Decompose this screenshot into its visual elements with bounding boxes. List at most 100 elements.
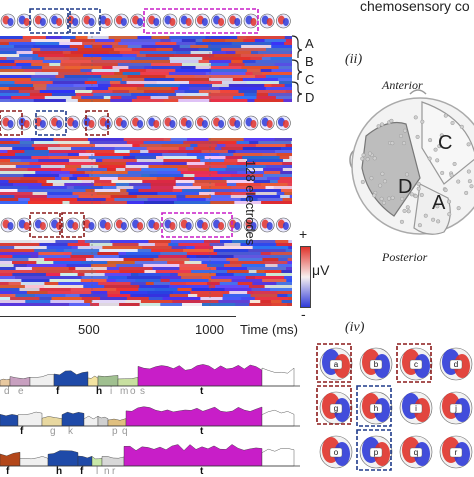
heat-cell: [21, 282, 45, 285]
heat-cell: [95, 39, 115, 42]
heat-cell: [114, 150, 130, 153]
heat-cell: [192, 288, 226, 291]
heat-cell: [92, 69, 120, 72]
microstate-segment: [92, 456, 102, 466]
segment-letter: g: [50, 426, 56, 437]
heat-cell: [239, 90, 258, 93]
heat-cell: [237, 36, 247, 39]
heat-cell: [27, 264, 67, 267]
heat-cell: [249, 285, 265, 288]
heat-cell: [122, 78, 145, 81]
electrode-dot: [424, 214, 428, 218]
heat-cell: [247, 99, 255, 102]
heat-cell: [241, 54, 264, 57]
heat-cell: [157, 171, 181, 174]
heat-cell: [151, 183, 177, 186]
x-axis-line: [0, 316, 236, 317]
heat-cell: [219, 87, 236, 90]
scale-unit: μV: [312, 262, 329, 278]
heat-cell: [0, 198, 19, 201]
topomap-mini: [276, 218, 290, 232]
cluster-label-c: C: [305, 72, 314, 87]
heat-cell: [142, 180, 176, 183]
heat-cell: [0, 45, 14, 48]
electrode-dot: [390, 119, 394, 123]
heat-cell: [112, 45, 128, 48]
heat-cell: [56, 249, 64, 252]
heat-cell: [171, 138, 188, 141]
heat-cell: [16, 267, 33, 270]
microstate-segment: [84, 416, 98, 426]
heat-cell: [266, 273, 292, 276]
heat-cell: [98, 165, 126, 168]
heat-cell: [10, 99, 34, 102]
topomap-label: b: [374, 360, 379, 369]
heat-cell: [40, 288, 72, 291]
heat-cell: [255, 192, 277, 195]
heat-cell: [119, 270, 144, 273]
heat-cell: [163, 156, 197, 159]
heat-cell: [281, 147, 292, 150]
electrode-dot: [444, 114, 448, 118]
heat-cell: [58, 72, 87, 75]
heat-cell: [138, 288, 155, 291]
heat-cell: [126, 189, 139, 192]
heat-cell: [149, 297, 163, 300]
heat-cell: [63, 57, 70, 60]
heat-cell: [42, 183, 54, 186]
heat-cell: [31, 240, 56, 243]
heat-cell: [0, 72, 35, 75]
heat-cell: [150, 174, 184, 177]
heat-cell: [36, 261, 53, 264]
heat-cell: [250, 57, 262, 60]
heat-cell: [67, 264, 92, 267]
heat-cell: [170, 282, 186, 285]
heat-cell: [0, 84, 34, 87]
heat-cell: [180, 45, 191, 48]
topomap-mini: [163, 116, 177, 130]
heat-cell: [78, 273, 85, 276]
heat-cell: [118, 63, 152, 66]
heat-cell: [258, 51, 291, 54]
heat-cell: [119, 267, 153, 270]
heat-cell: [128, 66, 144, 69]
microstate-segment: [138, 364, 262, 386]
segment-letter: f: [80, 466, 83, 477]
heat-cell: [95, 162, 127, 165]
heat-cell: [0, 291, 12, 294]
microstate-segment: [262, 410, 294, 426]
heat-cell: [0, 36, 23, 39]
heat-cell: [253, 291, 277, 294]
heat-cell: [245, 63, 276, 66]
panel-ii-label: (ii): [345, 52, 362, 68]
heat-cell: [188, 168, 210, 171]
heat-cell: [81, 279, 107, 282]
heat-cell: [276, 282, 292, 285]
heat-cell: [52, 297, 83, 300]
segment-letter: t: [200, 466, 203, 477]
heat-cell: [209, 99, 248, 102]
heat-cell: [277, 153, 292, 156]
heat-cell: [271, 303, 287, 306]
heat-cell: [169, 285, 209, 288]
topomap-mini: [147, 116, 161, 130]
heat-cell: [70, 171, 86, 174]
topomap-mini: [228, 14, 242, 28]
segment-letter: d: [4, 386, 10, 397]
heat-cell: [107, 168, 116, 171]
heat-cell: [176, 42, 196, 45]
heat-cell: [251, 51, 258, 54]
heat-cell: [102, 45, 113, 48]
heat-cell: [287, 294, 292, 297]
segment-letter: o: [130, 386, 136, 397]
heat-cell: [146, 69, 176, 72]
heat-cell: [271, 252, 292, 255]
topomap-mini: [82, 116, 96, 130]
heat-cell: [0, 138, 13, 141]
heat-cell: [140, 144, 163, 147]
heat-cell: [183, 96, 201, 99]
heat-cell: [289, 156, 292, 159]
electrode-dot: [464, 191, 468, 195]
heat-cell: [221, 147, 243, 150]
heat-cell: [41, 165, 66, 168]
